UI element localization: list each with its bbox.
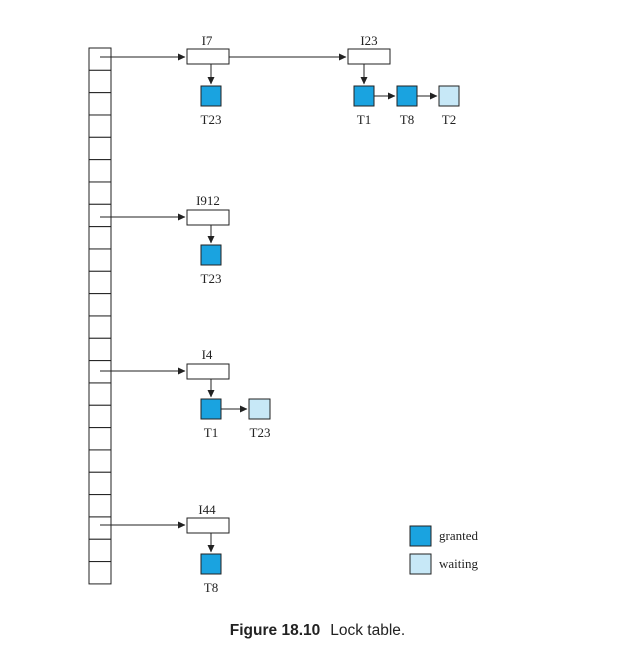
hash-table-slot: [88, 315, 112, 339]
hash-table-slot: [88, 181, 112, 205]
txn-label-t8: T8: [204, 580, 218, 595]
figure-number: Figure 18.10: [229, 622, 321, 639]
hash-table: [88, 47, 112, 585]
hash-table-slot: [88, 494, 112, 518]
hash-table-slot: [88, 159, 112, 183]
hash-table-slot: [88, 226, 112, 250]
txn-box-t2: [438, 85, 460, 107]
txn-label-t8: T8: [400, 112, 414, 127]
item-box-i912: [186, 209, 230, 226]
chain-i23: I23 T1 T8 T2: [229, 33, 460, 127]
txn-box-t1: [353, 85, 375, 107]
hash-table-slot: [88, 92, 112, 116]
hash-table-slot: [88, 471, 112, 496]
chain-i7: I7 T23: [100, 33, 230, 127]
txn-label-t1: T1: [357, 112, 371, 127]
hash-table-slot: [88, 293, 112, 317]
hash-table-slot: [88, 69, 112, 94]
txn-label-t1: T1: [204, 425, 218, 440]
hash-table-slot: [88, 516, 112, 540]
hash-table-slot: [88, 360, 112, 384]
item-label-i44: I44: [198, 502, 216, 517]
figure-title: Lock table.: [330, 622, 406, 639]
txn-box-t1: [200, 398, 222, 420]
txn-box-t8: [396, 85, 418, 107]
item-label-i23: I23: [360, 33, 377, 48]
hash-table-slot: [88, 427, 112, 451]
item-label-i912: I912: [196, 193, 220, 208]
txn-box-t23: [200, 85, 222, 107]
legend: granted waiting: [409, 525, 478, 575]
figure-caption: Figure 18.10 Lock table.: [0, 622, 635, 640]
txn-label-t23: T23: [201, 271, 222, 286]
item-label-i7: I7: [202, 33, 213, 48]
chain-i912: I912 T23: [100, 193, 230, 286]
chain-i4: I4 T1 T23: [100, 347, 271, 440]
legend-granted-label: granted: [439, 528, 478, 543]
hash-table-slot: [88, 337, 112, 362]
hash-table-slot: [88, 248, 112, 272]
item-box-i44: [186, 517, 230, 534]
item-label-i4: I4: [202, 347, 213, 362]
lock-table-diagram: I7 T23 I23 T1 T8 T2 I912 T23 I4: [88, 33, 478, 595]
hash-table-slot: [88, 47, 112, 71]
legend-granted-swatch: [409, 525, 432, 547]
item-box-i4: [186, 363, 230, 380]
txn-box-t23: [200, 244, 222, 266]
hash-table-slot: [88, 538, 112, 563]
hash-table-slot: [88, 561, 112, 585]
item-box-i23: [347, 48, 391, 65]
txn-label-t23: T23: [201, 112, 222, 127]
legend-waiting-swatch: [409, 553, 432, 575]
txn-box-t8: [200, 553, 222, 575]
hash-table-slot: [88, 203, 112, 228]
hash-table-slot: [88, 270, 112, 295]
hash-table-slot: [88, 382, 112, 406]
chain-i44: I44 T8: [100, 502, 230, 595]
txn-box-t23: [248, 398, 271, 420]
hash-table-slot: [88, 136, 112, 161]
hash-table-slot: [88, 404, 112, 429]
hash-table-slot: [88, 114, 112, 138]
txn-label-t23: T23: [250, 425, 271, 440]
legend-waiting-label: waiting: [439, 556, 478, 571]
item-box-i7: [186, 48, 230, 65]
txn-label-t2: T2: [442, 112, 456, 127]
hash-table-slot: [88, 449, 112, 473]
